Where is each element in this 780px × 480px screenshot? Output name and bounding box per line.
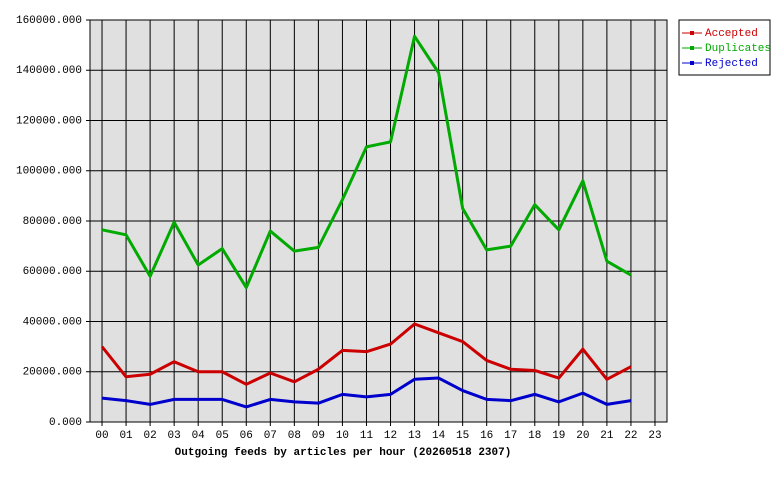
x-tick-label: 00: [95, 430, 108, 442]
legend-label: Duplicates: [705, 43, 771, 55]
x-tick-label: 13: [408, 430, 421, 442]
y-tick-label: 120000.000: [16, 115, 82, 127]
y-tick-label: 0.000: [49, 417, 82, 429]
x-tick-label: 20: [576, 430, 589, 442]
series-line: [100, 322, 632, 386]
y-tick-label: 80000.000: [23, 216, 82, 228]
x-tick-label: 12: [384, 430, 397, 442]
x-tick-label: 17: [504, 430, 517, 442]
x-tick-label: 08: [288, 430, 301, 442]
series-line: [101, 34, 632, 290]
x-tick-label: 22: [624, 430, 637, 442]
x-tick-label: 14: [432, 430, 446, 442]
x-tick-label: 23: [648, 430, 661, 442]
x-tick-label: 16: [480, 430, 493, 442]
x-tick-label: 10: [336, 430, 349, 442]
chart-title: Outgoing feeds by articles per hour (202…: [175, 447, 512, 459]
legend-marker: [690, 46, 694, 50]
x-tick-label: 02: [144, 430, 157, 442]
x-tick-label: 05: [216, 430, 229, 442]
x-tick-label: 04: [192, 430, 206, 442]
legend-marker: [690, 31, 694, 35]
y-tick-label: 20000.000: [23, 367, 82, 379]
x-tick-label: 01: [119, 430, 133, 442]
legend-label: Rejected: [705, 58, 758, 70]
legend-marker: [690, 61, 694, 65]
x-tick-label: 15: [456, 430, 469, 442]
y-tick-label: 100000.000: [16, 166, 82, 178]
y-tick-label: 40000.000: [23, 316, 82, 328]
y-tick-label: 160000.000: [16, 15, 82, 27]
x-tick-label: 06: [240, 430, 253, 442]
x-tick-label: 03: [168, 430, 181, 442]
series-line: [101, 376, 632, 409]
legend-label: Accepted: [705, 28, 758, 40]
x-tick-label: 21: [600, 430, 614, 442]
x-tick-label: 19: [552, 430, 565, 442]
y-tick-label: 60000.000: [23, 266, 82, 278]
y-tick-label: 140000.000: [16, 65, 82, 77]
x-tick-label: 07: [264, 430, 277, 442]
x-tick-label: 18: [528, 430, 541, 442]
x-tick-label: 09: [312, 430, 325, 442]
x-tick-label: 11: [360, 430, 374, 442]
